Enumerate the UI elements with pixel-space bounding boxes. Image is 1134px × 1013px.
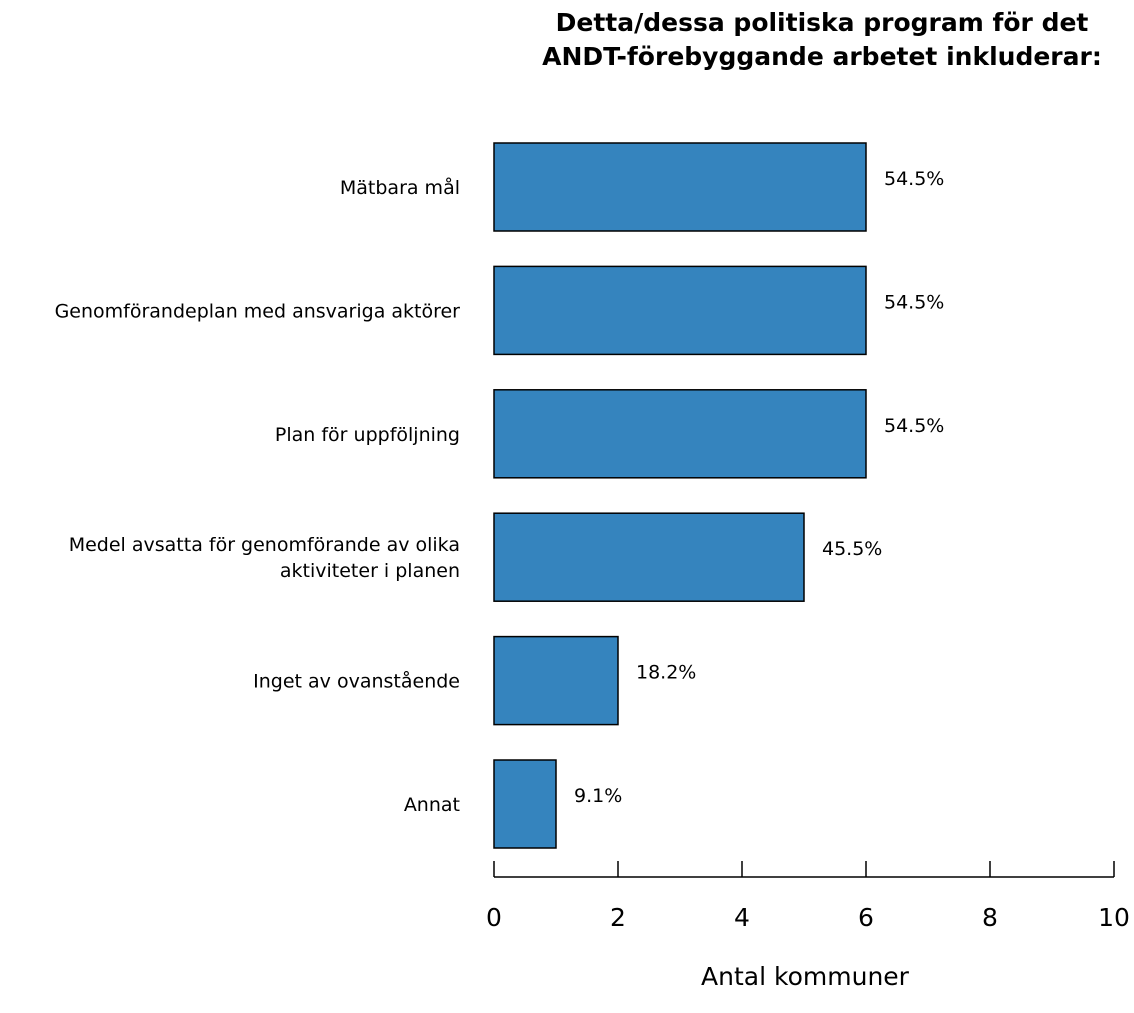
data-label: 54.5% (884, 415, 944, 437)
x-tick-label: 8 (982, 903, 998, 932)
chart-title-line: ANDT-förebyggande arbetet inkluderar: (542, 42, 1102, 71)
x-axis-title: Antal kommuner (701, 962, 910, 991)
x-tick-label: 2 (610, 903, 626, 932)
category-label: Plan för uppföljning (275, 424, 460, 446)
data-labels: 54.5% 54.5% 54.5% 45.5% 18.2% 9.1% (574, 168, 944, 807)
category-label: Mätbara mål (340, 176, 460, 199)
chart-title: Detta/dessa politiska program för det AND… (542, 8, 1102, 71)
data-label: 45.5% (822, 538, 882, 560)
bar (493, 759, 557, 849)
bar (493, 142, 867, 232)
x-tick-label: 4 (734, 903, 750, 932)
x-axis: 0 2 4 6 8 10 (486, 861, 1130, 932)
data-label: 18.2% (636, 662, 696, 684)
category-label: Medel avsatta för genomförande av olika (69, 534, 460, 556)
data-label: 9.1% (574, 785, 622, 807)
data-label: 54.5% (884, 168, 944, 190)
bar (493, 512, 805, 602)
bar (493, 635, 619, 726)
x-tick-label: 6 (858, 903, 874, 932)
chart-title-line: Detta/dessa politiska program för det (556, 8, 1089, 37)
x-tick-label: 10 (1098, 903, 1130, 932)
category-label: Annat (404, 794, 460, 816)
category-label: Genomförandeplan med ansvariga aktörer (55, 300, 461, 322)
category-labels: Mätbara mål Genomförandeplan med ansvarig… (55, 176, 461, 816)
data-label: 54.5% (884, 291, 944, 313)
category-label: Inget av ovanstående (253, 670, 460, 693)
x-tick-label: 0 (486, 903, 502, 932)
category-label: aktiviteter i planen (280, 560, 460, 582)
bar (493, 389, 867, 479)
bar (493, 265, 867, 356)
bars (493, 142, 867, 849)
